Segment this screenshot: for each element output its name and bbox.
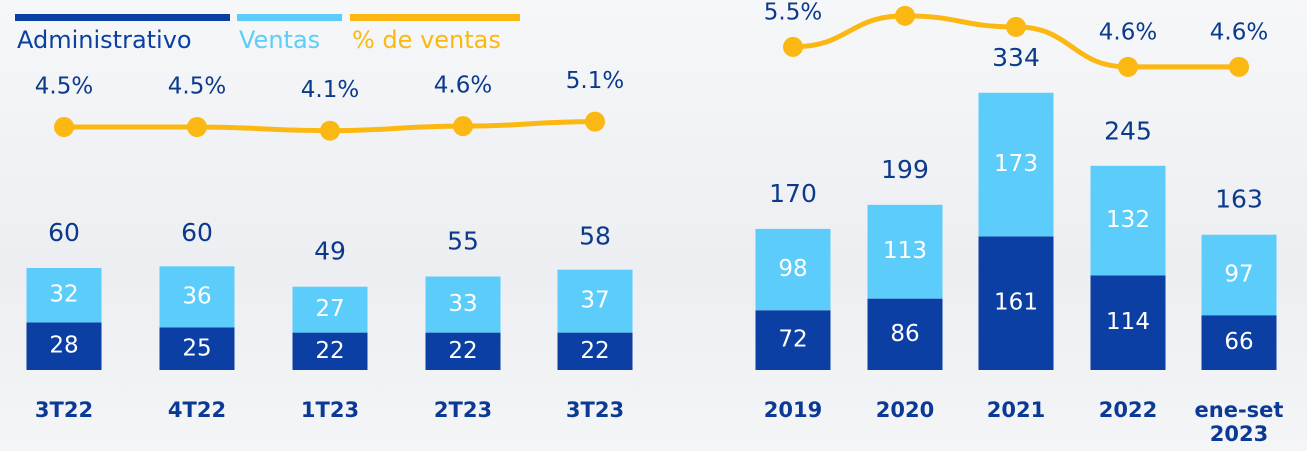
pct-point bbox=[895, 6, 915, 26]
pct-point bbox=[320, 121, 340, 141]
pct-label: 4.6% bbox=[434, 73, 492, 99]
bar-label: 36 bbox=[182, 283, 211, 309]
legend-swatch bbox=[350, 14, 520, 21]
bar-label: 72 bbox=[778, 327, 807, 353]
bar-label: 173 bbox=[994, 151, 1038, 177]
pct-label: 4.1% bbox=[301, 77, 359, 103]
pct-point bbox=[1006, 17, 1026, 37]
total-label: 58 bbox=[579, 221, 611, 250]
pct-point bbox=[1229, 57, 1249, 77]
bar-label: 97 bbox=[1224, 261, 1253, 287]
total-label: 245 bbox=[1104, 117, 1152, 146]
legend-label: Ventas bbox=[239, 26, 320, 54]
bar-label: 22 bbox=[580, 338, 609, 364]
bar-label: 28 bbox=[49, 333, 78, 359]
total-label: 49 bbox=[314, 237, 346, 266]
x-tick-label: 2021 bbox=[961, 398, 1071, 422]
bar-label: 33 bbox=[448, 291, 477, 317]
pct-label: 4.6% bbox=[1099, 19, 1157, 45]
x-tick-label: 3T22 bbox=[9, 398, 119, 422]
bar-label: 86 bbox=[890, 321, 919, 347]
total-label: 60 bbox=[181, 218, 213, 247]
bar-label: 161 bbox=[994, 290, 1038, 316]
pct-point bbox=[453, 116, 473, 136]
bar-label: 66 bbox=[1224, 329, 1253, 355]
bar-label: 113 bbox=[883, 238, 927, 264]
x-tick-label: 2019 bbox=[738, 398, 848, 422]
pct-point bbox=[54, 117, 74, 137]
total-label: 334 bbox=[992, 43, 1040, 72]
pct-label: 5.1% bbox=[566, 68, 624, 94]
pct-label: 4.6% bbox=[1210, 19, 1268, 45]
legend-label: % de ventas bbox=[352, 26, 501, 54]
legend-swatch bbox=[15, 14, 230, 21]
pct-point bbox=[1118, 57, 1138, 77]
bar-label: 98 bbox=[778, 256, 807, 282]
total-label: 163 bbox=[1215, 185, 1263, 214]
bar-label: 37 bbox=[580, 288, 609, 314]
page: Administrativo Ventas % de ventas 28 32 60 25 3… bbox=[0, 0, 1307, 451]
legend-label: Administrativo bbox=[17, 26, 192, 54]
bar-label: 27 bbox=[315, 296, 344, 322]
x-tick-label: 2020 bbox=[850, 398, 960, 422]
bar-label: 114 bbox=[1106, 309, 1150, 335]
pct-point bbox=[187, 117, 207, 137]
total-label: 199 bbox=[881, 155, 929, 184]
legend-swatch bbox=[237, 14, 342, 21]
total-label: 60 bbox=[48, 218, 80, 247]
bar-label: 132 bbox=[1106, 207, 1150, 233]
pct-label: 5.5% bbox=[764, 0, 822, 25]
x-tick-label: 1T23 bbox=[275, 398, 385, 422]
x-tick-label: 2T23 bbox=[408, 398, 518, 422]
charts: Administrativo Ventas % de ventas 28 32 60 25 3… bbox=[0, 0, 1307, 451]
pct-label: 4.5% bbox=[35, 74, 93, 100]
total-label: 55 bbox=[447, 227, 479, 256]
x-tick-label: 3T23 bbox=[540, 398, 650, 422]
pct-point bbox=[585, 112, 605, 132]
bar-label: 32 bbox=[49, 282, 78, 308]
bar-label: 22 bbox=[448, 338, 477, 364]
bar-label: 25 bbox=[182, 335, 211, 361]
pct-label: 4.5% bbox=[168, 74, 226, 100]
x-tick-label: 2022 bbox=[1073, 398, 1183, 422]
pct-point bbox=[783, 37, 803, 57]
x-tick-label: 4T22 bbox=[142, 398, 252, 422]
bar-label: 22 bbox=[315, 338, 344, 364]
total-label: 170 bbox=[769, 179, 817, 208]
x-tick-label: ene-set 2023 bbox=[1184, 398, 1294, 446]
